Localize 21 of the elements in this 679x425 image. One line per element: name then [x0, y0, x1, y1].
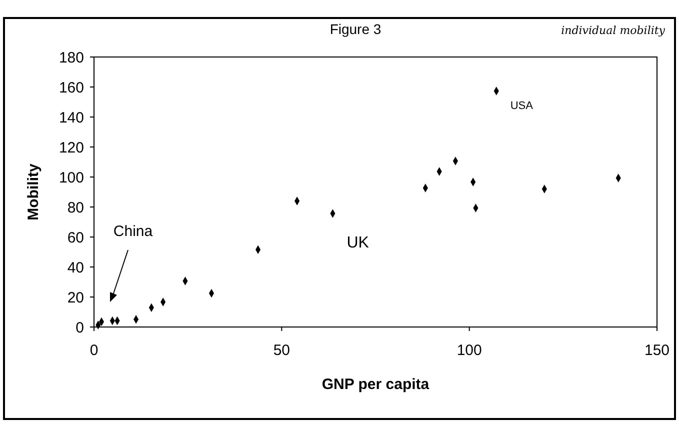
- y-tick-label: 180: [58, 49, 84, 66]
- y-tick-label: 160: [58, 79, 84, 96]
- x-tick-label: 0: [90, 342, 98, 359]
- text: individual mobility: [561, 24, 666, 37]
- y-tick-label: 20: [67, 289, 84, 306]
- y-tick-label: 40: [67, 259, 84, 276]
- annotation: China: [113, 223, 154, 240]
- x-tick-label: 100: [456, 342, 482, 359]
- annotation: UK: [346, 234, 370, 252]
- y-tick-label: 100: [58, 169, 84, 186]
- annotation: USA: [510, 100, 534, 112]
- x-tick-label: 50: [273, 342, 290, 359]
- y-tick-label: 60: [67, 229, 84, 246]
- x-tick-label: 150: [644, 342, 670, 359]
- y-tick-label: 120: [58, 139, 84, 156]
- y-tick-label: 80: [67, 199, 84, 216]
- x-axis-title: GNP per capita: [322, 376, 430, 393]
- chart-title: Figure 3: [330, 21, 382, 37]
- y-tick-label: 0: [76, 319, 84, 336]
- y-tick-label: 140: [58, 109, 84, 126]
- y-axis-title: Mobility: [25, 163, 42, 220]
